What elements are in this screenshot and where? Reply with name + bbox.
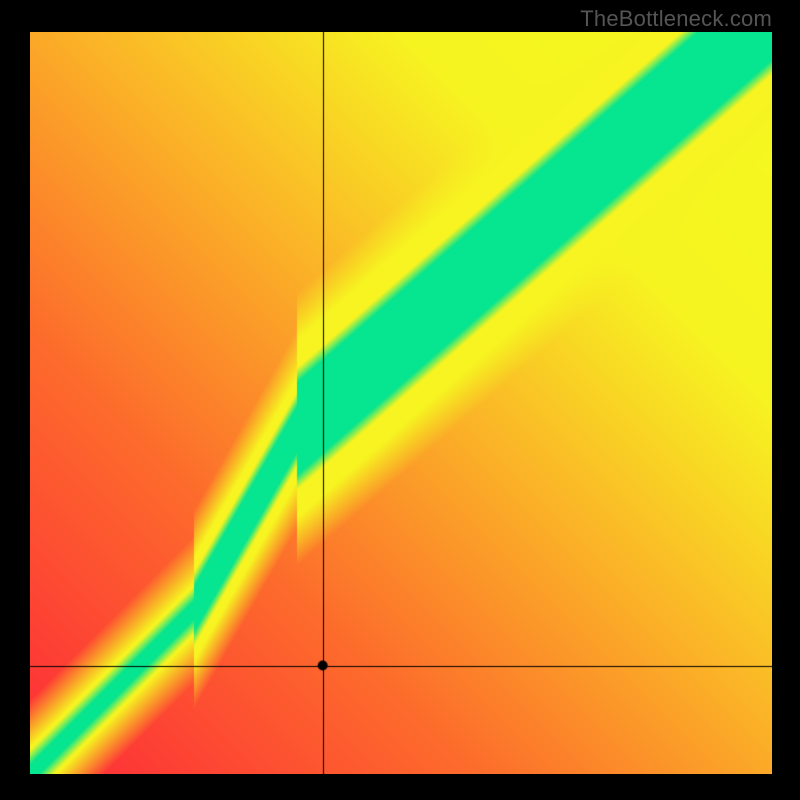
chart-container: TheBottleneck.com [0, 0, 800, 800]
watermark-text: TheBottleneck.com [580, 6, 772, 32]
crosshair-overlay [30, 32, 772, 774]
